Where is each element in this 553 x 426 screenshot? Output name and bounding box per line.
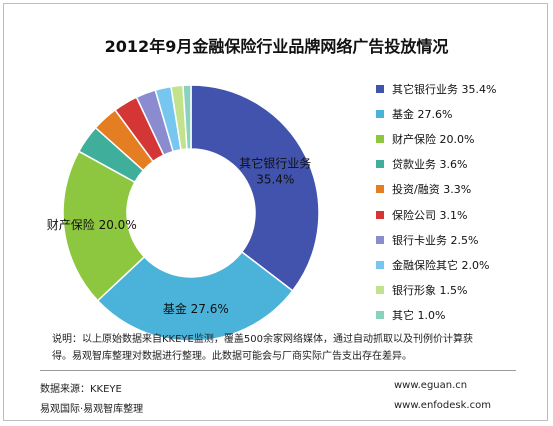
- legend-label: 银行卡业务 2.5%: [392, 233, 479, 247]
- organization: 易观国际·易观智库整理: [40, 404, 144, 415]
- legend-label: 银行形象 1.5%: [392, 284, 468, 298]
- legend-item-投资-融资: 投资/融资 3.3%: [376, 177, 546, 202]
- legend-swatch: [376, 134, 384, 143]
- legend-label: 投资/融资 3.3%: [392, 183, 472, 197]
- legend-label: 贷款业务 3.6%: [392, 158, 468, 172]
- footer-divider: [40, 370, 516, 371]
- footnote-line-2: 得。易观智库整理对数据进行整理。此数据可能会与厂商实际广告支出存在差异。: [52, 351, 412, 362]
- legend-label: 金融保险其它 2.0%: [392, 258, 490, 272]
- legend-item-其它银行业务: 其它银行业务 35.4%: [376, 76, 546, 101]
- legend-swatch: [376, 311, 384, 320]
- legend-label: 保险公司 3.1%: [392, 208, 468, 222]
- legend-item-贷款业务: 贷款业务 3.6%: [376, 152, 546, 177]
- legend-item-金融保险其它: 金融保险其它 2.0%: [376, 252, 546, 277]
- slice-label-其它银行业务-line-2: 35.4%: [256, 172, 294, 186]
- legend-item-基金: 基金 27.6%: [376, 101, 546, 126]
- website-url-1[interactable]: www.eguan.cn: [394, 380, 468, 391]
- chart-title: 2012年9月金融保险行业品牌网络广告投放情况: [104, 37, 449, 56]
- legend-item-银行卡业务: 银行卡业务 2.5%: [376, 227, 546, 252]
- legend-label: 财产保险 20.0%: [392, 132, 475, 146]
- legend-label: 基金 27.6%: [392, 107, 453, 121]
- slice-其它: [182, 84, 192, 150]
- legend-label: 其它银行业务 35.4%: [392, 82, 497, 96]
- slice-label-基金-line-1: 基金 27.6%: [163, 301, 229, 316]
- legend-item-其它: 其它 1.0%: [376, 303, 546, 328]
- slice-label-其它银行业务-line-1: 其它银行业务: [239, 155, 311, 170]
- slice-基金: [96, 250, 294, 342]
- legend-swatch: [376, 109, 384, 118]
- legend-item-保险公司: 保险公司 3.1%: [376, 202, 546, 227]
- legend-label: 其它 1.0%: [392, 309, 446, 323]
- legend-item-财产保险: 财产保险 20.0%: [376, 126, 546, 151]
- legend-swatch: [376, 210, 384, 219]
- legend-item-银行形象: 银行形象 1.5%: [376, 278, 546, 303]
- legend-swatch: [376, 185, 384, 194]
- footnote-line-1: 说明：以上原始数据来自KKEYE监测，覆盖500余家网络媒体，通过自动抓取以及刊…: [52, 334, 473, 345]
- legend-swatch: [376, 84, 384, 93]
- data-source: 数据来源：KKEYE: [40, 384, 122, 395]
- footnote: 说明：以上原始数据来自KKEYE监测，覆盖500余家网络媒体，通过自动抓取以及刊…: [52, 331, 522, 365]
- chart-legend: 其它银行业务 35.4% 基金 27.6% 财产保险 20.0% 贷款业务 3.6% 投…: [376, 76, 546, 328]
- legend-swatch: [376, 160, 384, 169]
- legend-swatch: [376, 235, 384, 244]
- legend-swatch: [376, 286, 384, 295]
- slice-财产保险: [62, 150, 146, 302]
- website-url-2[interactable]: www.enfodesk.com: [394, 400, 491, 411]
- slice-label-财产保险-line-1: 财产保险 20.0%: [47, 217, 137, 232]
- legend-swatch: [376, 260, 384, 269]
- slice-其它银行业务: [190, 84, 320, 292]
